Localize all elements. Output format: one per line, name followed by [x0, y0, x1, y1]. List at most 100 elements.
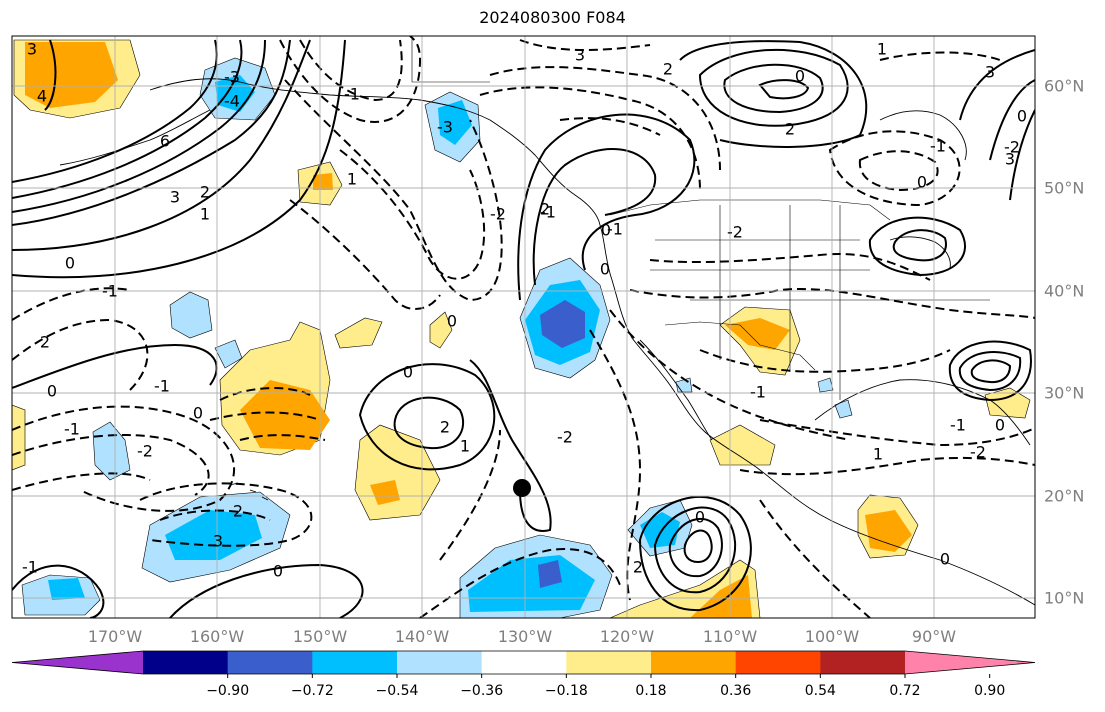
contour-label: 1	[460, 437, 470, 456]
contour-label: 0	[600, 260, 610, 279]
coastline-westcoast	[599, 224, 1035, 606]
colorbar-tick-label: 0.36	[720, 683, 752, 699]
contour-label: 3	[985, 63, 995, 82]
contour-label: -3	[224, 68, 240, 87]
contour-line-solid	[638, 496, 752, 612]
positive-anomaly-region	[334, 317, 383, 349]
contour-line-solid	[948, 340, 1032, 402]
contour-label: 0	[995, 416, 1005, 435]
positive-anomaly-region	[429, 311, 453, 349]
contour-label: 1	[873, 445, 883, 464]
contour-line-solid	[758, 79, 810, 100]
latitude-label: 50°N	[1044, 178, 1085, 198]
contour-label: -1	[64, 420, 80, 439]
coastline-gulf	[814, 379, 1031, 446]
contour-label: 2	[540, 200, 550, 219]
contour-line-solid	[970, 359, 1012, 384]
longitude-label: 140°W	[394, 627, 450, 646]
longitude-label: 90°W	[911, 627, 957, 646]
coastline-greatlakes	[889, 236, 951, 269]
negative-anomaly-region	[48, 578, 85, 600]
contour-label: 0	[193, 404, 203, 423]
contour-line-solid	[989, 79, 1035, 161]
contour-line-solid	[683, 529, 713, 564]
longitude-label: 130°W	[497, 627, 553, 646]
coastline-aleutians	[59, 109, 211, 166]
contour-label: -1	[154, 377, 170, 396]
contour-line-solid	[868, 216, 966, 277]
colorbar-bin	[143, 651, 229, 674]
contour-line-dashed	[739, 456, 1035, 476]
colorbar-tick-label: −0.36	[460, 683, 504, 699]
contour-label: 1	[200, 205, 210, 224]
positive-anomaly-region	[709, 424, 776, 466]
contour-label: 2	[663, 60, 673, 79]
contour-line-dashed	[879, 51, 1001, 61]
contour-line-dashed	[699, 349, 951, 373]
colorbar-tick-label: 0.18	[635, 683, 667, 699]
contour-label: 0	[273, 562, 283, 581]
contour-line-solid	[393, 396, 465, 450]
negative-anomaly-region	[438, 100, 472, 145]
contour-line-dashed	[279, 36, 422, 123]
chart-title: 2024080300 F084	[479, 8, 626, 27]
contour-line-dashed	[489, 66, 721, 171]
contour-label: 0	[940, 550, 950, 569]
colorbar-bin	[735, 651, 821, 674]
contour-line-solid	[723, 63, 824, 114]
contour-line-dashed	[649, 253, 931, 281]
positive-anomaly-region	[690, 575, 752, 618]
contour-line-solid	[12, 39, 291, 226]
contour-label: 0	[917, 173, 927, 192]
contour-label: 3	[575, 46, 585, 65]
contour-label: 3	[27, 40, 37, 59]
contour-line-solid	[653, 506, 737, 594]
contour-label: -2	[727, 223, 743, 242]
contour-label: 4	[37, 87, 47, 106]
contour-label: -2	[1004, 138, 1020, 157]
colorbar-outline	[11, 650, 1036, 675]
contour-line-solid	[668, 517, 723, 578]
contour-label: 2	[40, 333, 50, 352]
contour-line-dashed	[12, 434, 210, 496]
positive-anomaly-region	[313, 173, 333, 190]
contour-label: -2	[137, 442, 153, 461]
positive-anomaly-region	[12, 404, 26, 471]
longitude-label: 100°W	[804, 627, 860, 646]
contour-line-dashed	[289, 199, 441, 310]
negative-anomaly-region	[165, 510, 262, 560]
contour-line-dashed	[419, 548, 621, 618]
contour-line-dashed	[12, 318, 149, 391]
contour-line-dashed	[479, 86, 701, 191]
contour-line-solid	[12, 39, 311, 251]
border-layer	[411, 38, 990, 400]
latitude-label: 60°N	[1044, 76, 1085, 96]
positive-anomaly-region	[370, 480, 400, 505]
contour-label: 6	[160, 132, 170, 151]
contour-label: 2	[200, 183, 210, 202]
contour-line-solid	[469, 359, 552, 532]
positive-anomaly-region	[865, 510, 912, 552]
coastline-hawaii	[229, 482, 269, 501]
negative-anomaly-region	[538, 560, 562, 588]
negative-anomaly-region	[817, 377, 834, 393]
contour-label: -2	[970, 443, 986, 462]
contour-layer-dashed	[12, 36, 1035, 618]
negative-anomaly-region	[169, 291, 213, 339]
border-state-lines	[650, 205, 990, 400]
contour-label: 0	[65, 254, 75, 273]
border-us-canada	[609, 199, 891, 221]
contour-line-dashed	[299, 39, 403, 102]
contour-label: -1	[22, 558, 38, 577]
contour-line-dashed	[759, 419, 1035, 447]
contour-line-dashed	[12, 287, 131, 321]
contour-label: -2	[490, 205, 506, 224]
colorbar	[11, 650, 1036, 678]
positive-anomaly-region	[25, 42, 118, 108]
coastline-alaska	[149, 78, 601, 226]
contour-line-solid	[12, 39, 266, 213]
contour-label: -1	[607, 220, 623, 239]
contour-label: 0	[1017, 107, 1027, 126]
colorbar-bin	[227, 651, 313, 674]
contour-label: -1	[750, 383, 766, 402]
